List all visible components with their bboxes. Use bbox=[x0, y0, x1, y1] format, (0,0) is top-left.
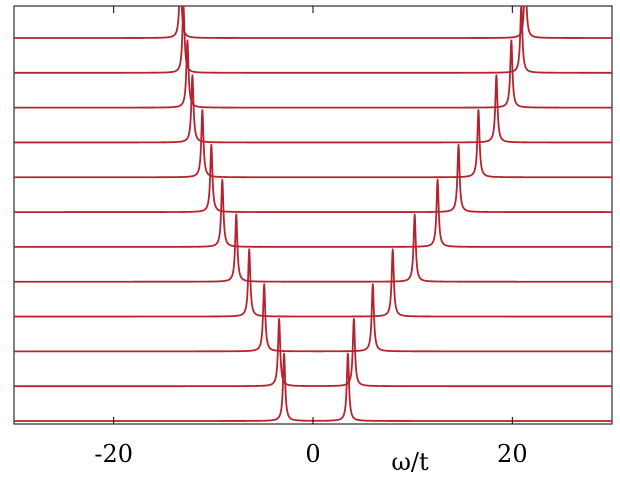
spectrum-curve-11 bbox=[14, 6, 612, 74]
spectrum-curve-10 bbox=[14, 39, 612, 109]
spectrum-curve-5 bbox=[14, 213, 612, 283]
spectrum-curve-7 bbox=[14, 143, 612, 213]
spectrum-curve-1 bbox=[14, 352, 612, 422]
spectrum-curve-9 bbox=[14, 74, 612, 144]
spectrum-curve-2 bbox=[14, 317, 612, 388]
spectrum-curve-6 bbox=[14, 178, 612, 248]
spectrum-curve-4 bbox=[14, 248, 612, 318]
x-tick-label: 20 bbox=[497, 440, 528, 468]
plot-frame bbox=[13, 5, 613, 425]
spectrum-curve-3 bbox=[14, 283, 612, 353]
x-axis-ticks: -20 0 20 bbox=[94, 6, 528, 468]
x-tick-label: 0 bbox=[305, 440, 320, 468]
spectral-curves bbox=[14, 6, 612, 422]
spectrum-curve-12 bbox=[14, 6, 612, 39]
spectrum-curve-8 bbox=[14, 109, 612, 179]
x-tick-label: -20 bbox=[94, 440, 133, 468]
x-axis-label: ω/t bbox=[391, 448, 429, 476]
